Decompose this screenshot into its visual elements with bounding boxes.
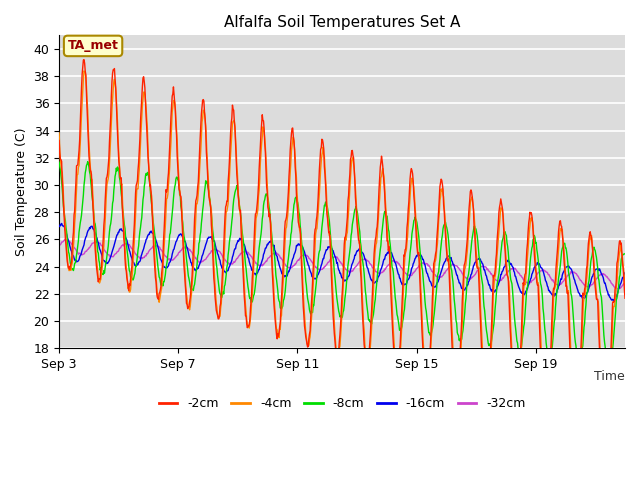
Text: TA_met: TA_met [68, 39, 118, 52]
Text: Time: Time [595, 370, 625, 383]
Title: Alfalfa Soil Temperatures Set A: Alfalfa Soil Temperatures Set A [224, 15, 460, 30]
Y-axis label: Soil Temperature (C): Soil Temperature (C) [15, 128, 28, 256]
Legend: -2cm, -4cm, -8cm, -16cm, -32cm: -2cm, -4cm, -8cm, -16cm, -32cm [154, 392, 531, 415]
